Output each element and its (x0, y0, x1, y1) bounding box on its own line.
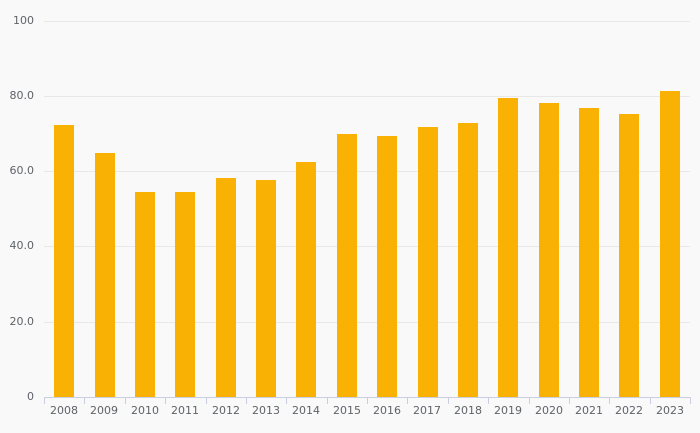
x-axis-tick (84, 397, 85, 404)
bar-2013[interactable] (256, 180, 276, 397)
bar-2018[interactable] (458, 123, 478, 397)
x-axis-tick (407, 397, 408, 404)
x-axis-tick (125, 397, 126, 404)
bar-2022[interactable] (619, 114, 639, 397)
x-axis-tick (327, 397, 328, 404)
bar-2014[interactable] (296, 162, 316, 397)
y-axis-tick-label: 100 (13, 14, 34, 27)
y-axis-tick-label: 20.0 (9, 315, 35, 328)
x-axis-tick-label: 2008 (50, 404, 78, 417)
x-axis-tick (690, 397, 691, 404)
x-axis-tick-label: 2011 (171, 404, 199, 417)
x-axis-tick (286, 397, 287, 404)
x-axis-tick (246, 397, 247, 404)
x-axis-tick (650, 397, 651, 404)
x-axis-tick (529, 397, 530, 404)
x-axis-tick (609, 397, 610, 404)
x-axis-tick-label: 2015 (333, 404, 361, 417)
x-axis-tick-label: 2017 (413, 404, 441, 417)
bar-2023[interactable] (660, 91, 680, 397)
x-axis-tick-label: 2019 (494, 404, 522, 417)
x-axis-tick-label: 2023 (656, 404, 684, 417)
x-axis-tick-label: 2021 (575, 404, 603, 417)
bar-2011[interactable] (175, 192, 195, 397)
x-axis-tick-label: 2018 (454, 404, 482, 417)
x-axis-tick-label: 2009 (90, 404, 118, 417)
x-axis-tick (448, 397, 449, 404)
x-axis-tick (165, 397, 166, 404)
gridline (44, 21, 690, 22)
bar-2010[interactable] (135, 192, 155, 397)
x-axis-tick (206, 397, 207, 404)
bar-2019[interactable] (498, 98, 518, 397)
y-axis-tick-label: 0 (27, 390, 34, 403)
x-axis-tick (488, 397, 489, 404)
y-axis-tick-label: 80.0 (9, 89, 35, 102)
bar-2016[interactable] (377, 136, 397, 397)
x-axis-tick-label: 2012 (212, 404, 240, 417)
x-axis-tick-label: 2013 (252, 404, 280, 417)
x-axis-tick (569, 397, 570, 404)
y-axis-tick-label: 60.0 (9, 164, 35, 177)
bar-2009[interactable] (95, 153, 115, 397)
x-axis-tick-label: 2010 (131, 404, 159, 417)
bar-2017[interactable] (418, 127, 438, 397)
x-axis-tick (367, 397, 368, 404)
y-axis-tick-label: 40.0 (9, 239, 35, 252)
bar-2012[interactable] (216, 178, 236, 397)
x-axis-tick-label: 2022 (615, 404, 643, 417)
x-axis-tick-label: 2020 (535, 404, 563, 417)
bar-2015[interactable] (337, 134, 357, 397)
bar-2008[interactable] (54, 125, 74, 397)
x-axis-tick (44, 397, 45, 404)
gridline (44, 96, 690, 97)
x-axis-tick-label: 2014 (292, 404, 320, 417)
bar-2020[interactable] (539, 103, 559, 397)
x-axis-tick-label: 2016 (373, 404, 401, 417)
bar-2021[interactable] (579, 108, 599, 397)
